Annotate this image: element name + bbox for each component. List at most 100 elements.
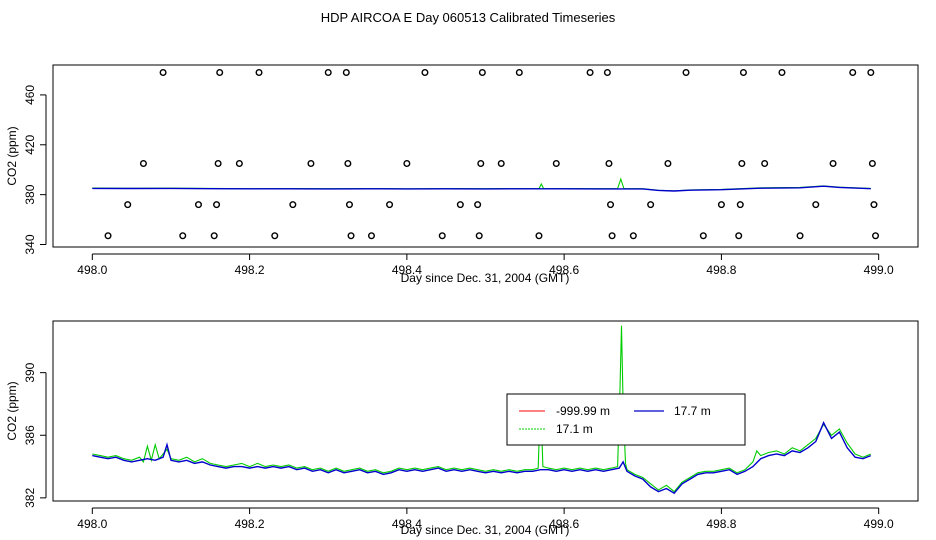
legend-label-green: 17.1 m — [556, 422, 593, 436]
bottom-y-axis: 382 386 390 — [23, 362, 47, 508]
top-scatter-point — [477, 159, 485, 167]
top-scatter-point — [717, 201, 725, 209]
bottom-series-line-1 — [92, 421, 872, 495]
top-scatter-point — [647, 201, 655, 209]
top-scatter-point — [213, 201, 221, 209]
top-series-line-1 — [92, 185, 871, 192]
bottom-x-tick-label: 498.2 — [235, 517, 265, 531]
top-scatter-point — [214, 159, 222, 167]
top-scatter-point — [159, 68, 167, 76]
bottom-plot-area — [92, 325, 872, 495]
top-scatter-point — [552, 159, 560, 167]
top-scatter-point — [307, 159, 315, 167]
top-scatter-point — [475, 232, 483, 240]
bottom-y-tick-label: 390 — [23, 362, 37, 382]
top-scatter-point — [345, 201, 353, 209]
top-scatter-point — [515, 68, 523, 76]
bottom-y-tick-label: 386 — [23, 425, 37, 445]
top-y-axis: 340 380 420 460 — [23, 85, 47, 255]
top-scatter-point — [629, 232, 637, 240]
bottom-x-axis-label: Day since Dec. 31, 2004 (GMT) — [401, 523, 570, 537]
bottom-x-tick-label: 498.4 — [392, 517, 422, 531]
top-scatter-point — [324, 68, 332, 76]
top-scatter-point — [367, 232, 375, 240]
top-scatter-point — [347, 232, 355, 240]
top-scatter-point — [104, 232, 112, 240]
top-x-tick-label: 498.6 — [549, 263, 579, 277]
top-plot-area — [92, 68, 880, 240]
top-scatter-point — [738, 159, 746, 167]
top-scatter-point — [271, 232, 279, 240]
top-scatter-point — [289, 201, 297, 209]
top-scatter-point — [796, 232, 804, 240]
top-scatter-point — [255, 68, 263, 76]
top-scatter-point — [608, 232, 616, 240]
top-scatter-point — [403, 159, 411, 167]
top-x-tick-label: 498.0 — [77, 263, 107, 277]
top-y-tick-label: 380 — [23, 184, 37, 204]
top-scatter-point — [664, 159, 672, 167]
top-scatter-point — [535, 232, 543, 240]
top-scatter-point — [778, 68, 786, 76]
top-scatter-point — [761, 159, 769, 167]
bottom-x-tick-label: 499.0 — [864, 517, 894, 531]
top-scatter-point — [139, 159, 147, 167]
top-scatter-point — [438, 232, 446, 240]
top-y-tick-label: 340 — [23, 234, 37, 254]
main-title: HDP AIRCOA E Day 060513 Calibrated Times… — [321, 10, 616, 25]
top-scatter-point — [210, 232, 218, 240]
top-scatter-point — [682, 68, 690, 76]
top-scatter-point — [849, 68, 857, 76]
legend: -999.99 m 17.7 m 17.1 m — [506, 393, 746, 446]
top-scatter-point — [586, 68, 594, 76]
top-scatter-point — [699, 232, 707, 240]
top-scatter-point — [474, 201, 482, 209]
top-x-axis: 498.0 498.2 498.4 498.6 498.8 499.0 — [77, 253, 894, 277]
top-scatter-point — [867, 68, 875, 76]
top-scatter-point — [870, 201, 878, 209]
top-x-tick-label: 498.8 — [706, 263, 736, 277]
top-y-tick-label: 460 — [23, 85, 37, 105]
top-scatter-point — [829, 159, 837, 167]
top-scatter-point — [735, 232, 743, 240]
legend-box — [506, 393, 746, 446]
top-y-tick-label: 420 — [23, 134, 37, 154]
top-plot-frame — [52, 64, 919, 248]
top-scatter-point — [386, 201, 394, 209]
top-scatter-point — [456, 201, 464, 209]
bottom-plot-frame — [52, 320, 919, 502]
top-x-tick-label: 498.4 — [392, 263, 422, 277]
bottom-x-axis: 498.0 498.2 498.4 498.6 498.8 499.0 — [77, 507, 894, 531]
top-x-tick-label: 499.0 — [864, 263, 894, 277]
top-scatter-point — [872, 232, 880, 240]
bottom-panel: 498.0 498.2 498.4 498.6 498.8 499.0 382 386 390… — [5, 320, 919, 537]
top-scatter-point — [179, 232, 187, 240]
bottom-x-tick-label: 498.8 — [706, 517, 736, 531]
top-scatter-point — [478, 68, 486, 76]
top-x-tick-label: 498.2 — [235, 263, 265, 277]
top-scatter-point — [736, 201, 744, 209]
bottom-x-tick-label: 498.6 — [549, 517, 579, 531]
bottom-y-axis-label: CO2 (ppm) — [5, 381, 19, 440]
top-scatter-point — [607, 201, 615, 209]
top-scatter-point — [812, 201, 820, 209]
top-scatter-point — [868, 159, 876, 167]
top-x-axis-label: Day since Dec. 31, 2004 (GMT) — [401, 271, 570, 285]
legend-label-blue: 17.7 m — [674, 404, 711, 418]
top-scatter-point — [194, 201, 202, 209]
top-scatter-point — [216, 68, 224, 76]
top-scatter-point — [605, 159, 613, 167]
top-scatter-point — [235, 159, 243, 167]
top-panel: 498.0 498.2 498.4 498.6 498.8 499.0 340 380 420… — [5, 64, 919, 285]
bottom-y-tick-label: 382 — [23, 488, 37, 508]
top-scatter-point — [603, 68, 611, 76]
top-scatter-point — [497, 159, 505, 167]
top-scatter-point — [739, 68, 747, 76]
top-scatter-point — [421, 68, 429, 76]
legend-label-red: -999.99 m — [556, 404, 610, 418]
top-scatter-point — [344, 159, 352, 167]
top-y-axis-label: CO2 (ppm) — [5, 126, 19, 185]
top-scatter-point — [124, 201, 132, 209]
